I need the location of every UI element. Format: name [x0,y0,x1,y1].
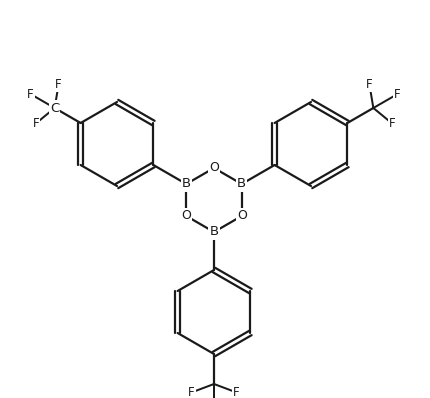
Text: F: F [27,88,34,101]
Text: F: F [387,117,394,130]
Text: F: F [393,88,400,101]
Text: B: B [209,226,218,238]
Text: O: O [209,162,218,174]
Text: O: O [236,209,246,222]
Text: B: B [237,178,246,191]
Text: O: O [181,209,191,222]
Text: F: F [55,78,62,91]
Text: B: B [181,178,190,191]
Text: F: F [188,386,194,398]
Text: F: F [365,78,372,91]
Text: C: C [50,101,59,115]
Text: F: F [33,117,40,130]
Text: F: F [233,386,239,398]
